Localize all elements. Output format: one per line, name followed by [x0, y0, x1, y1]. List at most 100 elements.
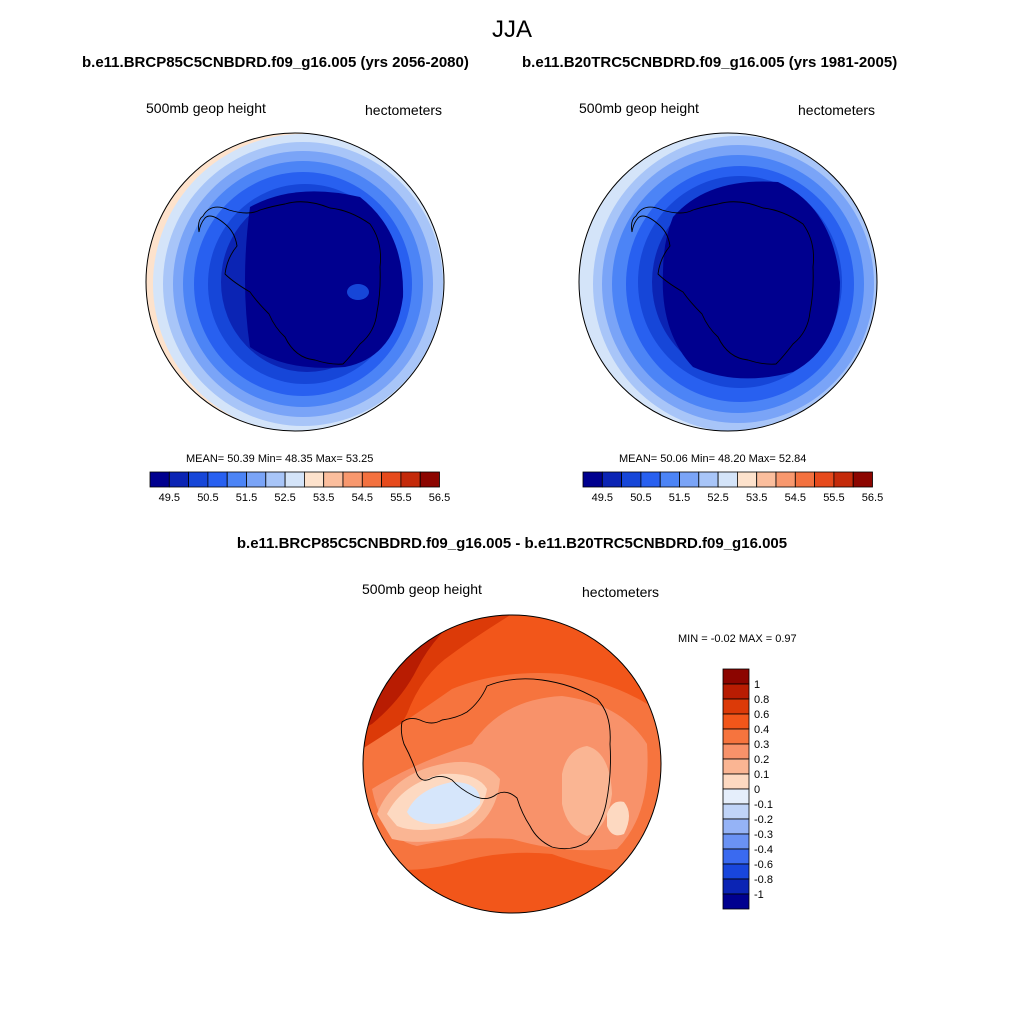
- colorbar-box: [814, 471, 835, 488]
- colorbar-box: [226, 471, 247, 488]
- colorbar-box: [265, 471, 286, 488]
- colorbar-box: [722, 848, 750, 865]
- colorbar-box: [722, 698, 750, 715]
- colorbar-tick-label: 51.5: [236, 492, 257, 504]
- colorbar-box: [381, 471, 402, 488]
- colorbar-box: [722, 803, 750, 820]
- colorbar-box: [659, 471, 680, 488]
- colorbar-tick-label: 0.2: [754, 754, 769, 766]
- colorbar-box: [722, 683, 750, 700]
- colorbar-box: [640, 471, 661, 488]
- colorbar-box: [698, 471, 719, 488]
- colorbar-tick-label: -0.2: [754, 814, 773, 826]
- colorbar-box: [722, 863, 750, 880]
- stats-diff: MIN = -0.02 MAX = 0.97: [678, 633, 797, 645]
- variable-label-right: 500mb geop height: [579, 100, 699, 116]
- colorbar-box: [775, 471, 796, 488]
- contour-band: [562, 746, 612, 836]
- contour-band: [245, 191, 404, 368]
- map-boundary: [145, 132, 445, 432]
- colorbar-box: [722, 788, 750, 805]
- colorbar-box: [722, 833, 750, 850]
- colorbar-tick-label: -0.8: [754, 874, 773, 886]
- colorbar-tick-label: 0: [754, 784, 760, 796]
- colorbar-tick-label: 54.5: [785, 492, 806, 504]
- stats-right: MEAN= 50.06 Min= 48.20 Max= 52.84: [619, 453, 807, 465]
- colorbar-tick-label: 53.5: [313, 492, 334, 504]
- colorbar-box: [833, 471, 854, 488]
- colorbar-tick-label: 49.5: [159, 492, 180, 504]
- colorbar-right: 49.5 50.5 51.5 52.5 53.5 54.5 55.5 56.5: [582, 471, 883, 504]
- colorbar-tick-label: 54.5: [352, 492, 373, 504]
- colorbar-tick-label: 1: [754, 679, 760, 691]
- colorbar-tick-label: 52.5: [707, 492, 728, 504]
- colorbar-box: [323, 471, 344, 488]
- colorbar-tick-label: 0.8: [754, 694, 769, 706]
- colorbar-difference: 1 0.8 0.6 0.4 0.3 0.2 0.1 0 -0.1 -0.2 -0.3 -0.4 -0.6…: [722, 668, 773, 910]
- colorbar-box: [722, 878, 750, 895]
- colorbar-box: [756, 471, 777, 488]
- colorbar-tick-label: 50.5: [630, 492, 651, 504]
- colorbar-tick-label: 55.5: [390, 492, 411, 504]
- antarctica-coastline: [198, 201, 381, 365]
- colorbar-tick-label: 0.4: [754, 724, 769, 736]
- case-title-right: b.e11.B20TRC5CNBDRD.f09_g16.005 (yrs 198…: [522, 54, 898, 71]
- colorbar-box: [284, 471, 305, 488]
- map-boundary: [362, 614, 662, 914]
- colorbar-tick-label: 51.5: [669, 492, 690, 504]
- colorbar-tick-label: 0.1: [754, 769, 769, 781]
- colorbar-box: [188, 471, 209, 488]
- antarctica-coastline: [400, 678, 611, 850]
- colorbar-tick-label: 56.5: [429, 492, 450, 504]
- colorbar-box: [717, 471, 738, 488]
- colorbar-box: [168, 471, 189, 488]
- contour-band: [662, 181, 840, 379]
- colorbar-box: [794, 471, 816, 488]
- colorbar-tick-label: 53.5: [746, 492, 767, 504]
- colorbar-box: [722, 893, 750, 910]
- colorbar-tick-label: -0.6: [754, 859, 773, 871]
- colorbar-box: [342, 471, 363, 488]
- contour-band: [607, 801, 629, 836]
- colorbar-left: 49.5 50.5 51.5 52.5 53.5 54.5 55.5 56.5: [149, 471, 450, 504]
- colorbar-tick-label: 0.6: [754, 709, 769, 721]
- colorbar-box: [419, 471, 440, 488]
- map-difference-jja: [362, 614, 662, 914]
- colorbar-box: [361, 471, 383, 488]
- difference-title: b.e11.BRCP85C5CNBDRD.f09_g16.005 - b.e11…: [236, 535, 788, 552]
- antarctica-coastline: [631, 201, 814, 365]
- colorbar-tick-label: 50.5: [197, 492, 218, 504]
- colorbar-box: [736, 471, 758, 488]
- map-boundary: [578, 132, 878, 432]
- units-label-left: hectometers: [365, 102, 443, 118]
- colorbar-box: [722, 773, 750, 790]
- colorbar-box: [722, 728, 750, 745]
- units-label-right: hectometers: [798, 102, 876, 118]
- map-historical-jja: [578, 132, 878, 432]
- colorbar-box: [400, 471, 421, 488]
- colorbar-tick-label: 56.5: [862, 492, 883, 504]
- colorbar-box: [722, 818, 750, 835]
- season-title: JJA: [491, 16, 532, 43]
- variable-label-diff: 500mb geop height: [362, 581, 482, 597]
- colorbar-box: [722, 713, 750, 730]
- colorbar-box: [149, 471, 170, 488]
- variable-label-left: 500mb geop height: [146, 100, 266, 116]
- colorbar-box: [246, 471, 267, 488]
- map-future-jja: [145, 132, 445, 432]
- case-title-left: b.e11.BRCP85C5CNBDRD.f09_g16.005 (yrs 20…: [82, 54, 469, 71]
- colorbar-tick-label: 0.3: [754, 739, 769, 751]
- contour-band: [347, 284, 369, 300]
- colorbar-box: [621, 471, 642, 488]
- colorbar-box: [207, 471, 228, 488]
- colorbar-box: [582, 471, 603, 488]
- colorbar-tick-label: 52.5: [274, 492, 295, 504]
- colorbar-tick-label: -0.1: [754, 799, 773, 811]
- colorbar-box: [601, 471, 622, 488]
- colorbar-box: [679, 471, 700, 488]
- colorbar-tick-label: 55.5: [823, 492, 844, 504]
- stats-left: MEAN= 50.39 Min= 48.35 Max= 53.25: [186, 453, 374, 465]
- colorbar-box: [303, 471, 325, 488]
- units-label-diff: hectometers: [582, 584, 660, 600]
- colorbar-tick-label: -0.3: [754, 829, 773, 841]
